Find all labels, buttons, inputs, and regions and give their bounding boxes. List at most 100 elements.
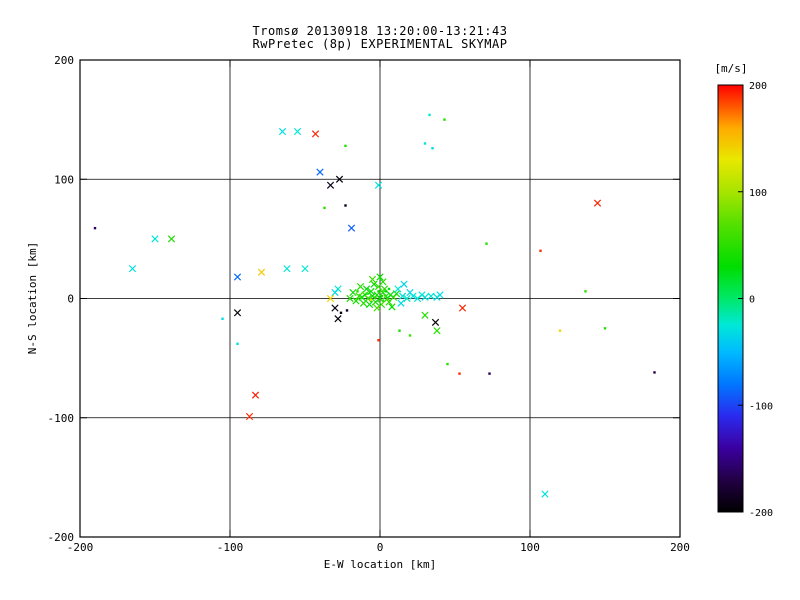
data-point-dot xyxy=(485,242,488,245)
data-point-dot xyxy=(356,290,359,293)
data-point-cross xyxy=(370,280,378,288)
data-point-dot xyxy=(488,372,491,375)
data-point-cross xyxy=(349,288,357,297)
colorbar-label: [m/s] xyxy=(714,62,748,75)
data-point-cross xyxy=(374,181,383,189)
data-point-cross xyxy=(431,318,440,326)
data-point-cross xyxy=(365,300,374,309)
data-point-cross xyxy=(355,292,363,300)
data-point-cross xyxy=(409,292,417,300)
data-point-cross xyxy=(413,294,422,303)
data-point-cross xyxy=(257,268,266,276)
data-point-cross xyxy=(251,391,260,399)
data-point-cross xyxy=(368,275,377,284)
data-point-cross xyxy=(421,311,429,319)
data-point-cross xyxy=(233,309,242,317)
data-point-cross xyxy=(346,294,354,303)
data-point-cross xyxy=(433,327,441,335)
x-tick-label: 100 xyxy=(520,541,540,554)
x-axis-label: E-W location [km] xyxy=(323,558,437,571)
data-point-cross xyxy=(436,291,444,299)
data-point-dot xyxy=(603,327,607,330)
data-point-dot xyxy=(344,204,347,207)
data-point-cross xyxy=(593,199,602,207)
data-point-dot xyxy=(377,339,380,342)
data-point-cross xyxy=(388,303,396,311)
data-point-cross xyxy=(427,292,435,300)
data-point-dot xyxy=(398,329,401,332)
data-point-dot xyxy=(365,292,368,295)
data-point-dot xyxy=(387,287,391,291)
data-point-cross xyxy=(167,235,176,243)
data-point-cross xyxy=(316,168,324,176)
data-point-cross xyxy=(331,304,339,312)
data-point-cross xyxy=(362,285,371,293)
data-point-dot xyxy=(423,142,427,145)
data-point-cross xyxy=(371,298,380,306)
data-point-cross xyxy=(377,300,386,309)
data-point-dot xyxy=(458,372,461,375)
data-point-dot xyxy=(221,317,224,320)
colorbar-tick-label: -200 xyxy=(749,508,773,519)
data-point-dot xyxy=(345,309,349,312)
data-point-cross xyxy=(394,285,402,293)
data-point-dot xyxy=(344,144,347,148)
scatter-points xyxy=(93,113,656,498)
data-point-cross xyxy=(458,304,467,312)
colorbar-tick-label: 200 xyxy=(749,81,767,92)
data-point-cross xyxy=(398,292,407,300)
x-tick-label: 0 xyxy=(377,541,384,554)
data-point-dot xyxy=(369,298,373,301)
data-point-cross xyxy=(421,293,429,301)
colorbar-tick-label: -100 xyxy=(749,401,773,412)
data-point-dot xyxy=(446,362,449,366)
data-point-dot xyxy=(381,299,385,303)
data-point-cross xyxy=(278,127,287,136)
data-point-cross xyxy=(392,290,401,298)
y-tick-label: 200 xyxy=(54,54,74,67)
data-point-cross xyxy=(326,294,335,303)
y-axis-label: N-S location [km] xyxy=(26,241,39,355)
data-point-cross xyxy=(403,294,411,303)
data-point-cross xyxy=(233,273,242,281)
data-point-dot xyxy=(380,294,383,298)
data-point-cross xyxy=(334,315,342,323)
data-point-cross xyxy=(356,282,365,291)
y-tick-label: 0 xyxy=(67,293,74,306)
data-point-dot xyxy=(408,334,412,337)
data-point-dot xyxy=(431,147,434,150)
data-point-cross xyxy=(311,130,320,138)
data-point-dot xyxy=(323,206,326,210)
data-point-cross xyxy=(301,265,309,273)
data-point-dot xyxy=(539,249,542,252)
data-point-cross xyxy=(245,412,254,421)
data-point-cross xyxy=(151,235,159,243)
data-point-dot xyxy=(377,290,380,293)
data-point-cross xyxy=(283,265,291,273)
data-point-cross xyxy=(541,490,549,498)
data-point-cross xyxy=(400,280,408,288)
y-tick-label: 100 xyxy=(54,173,74,186)
colorbar-tick-label: 100 xyxy=(749,188,767,199)
chart-subtitle: RwPretec (8p) EXPERIMENTAL SKYMAP xyxy=(252,37,508,51)
data-point-dot xyxy=(384,290,388,293)
x-tick-label: -200 xyxy=(67,541,94,554)
data-point-dot xyxy=(653,371,656,374)
data-point-cross xyxy=(376,273,384,281)
data-point-cross xyxy=(326,181,335,189)
data-point-dot xyxy=(339,311,343,315)
x-tick-label: 200 xyxy=(670,541,690,554)
data-point-dot xyxy=(428,113,431,117)
data-point-dot xyxy=(374,296,377,299)
data-point-cross xyxy=(373,304,381,312)
data-point-cross xyxy=(359,299,368,307)
data-point-cross xyxy=(293,127,302,136)
data-point-cross xyxy=(379,278,387,286)
data-point-dot xyxy=(93,226,97,230)
y-tick-label: -100 xyxy=(48,412,75,425)
data-point-cross xyxy=(335,175,344,183)
data-point-cross xyxy=(367,287,375,295)
colorbar-tick-label: 0 xyxy=(749,295,755,306)
